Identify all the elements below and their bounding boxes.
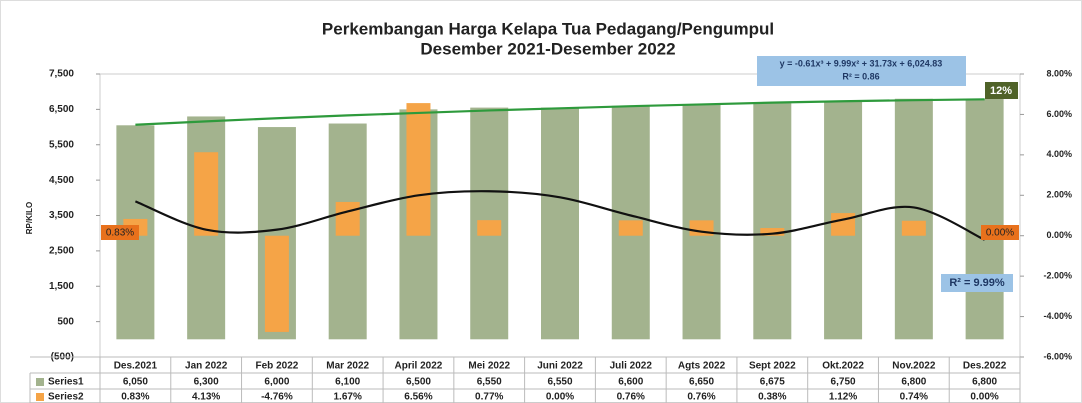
table-cell: -4.76%	[261, 392, 293, 403]
y-tick-label: 4,500	[49, 175, 74, 186]
bar	[901, 220, 926, 236]
bar	[618, 220, 643, 236]
table-cell: 0.38%	[758, 392, 786, 403]
bar	[753, 103, 792, 340]
y2-tick-label: -2.00%	[1043, 271, 1072, 281]
chart-title: Perkembangan Harga Kelapa Tua Pedagang/P…	[322, 19, 774, 38]
x-tick-label: Juli 2022	[610, 361, 653, 372]
x-tick-label: Juni 2022	[537, 361, 583, 372]
bar	[335, 201, 360, 236]
y2-tick-label: -4.00%	[1043, 311, 1072, 321]
x-tick-label: Feb 2022	[256, 361, 299, 372]
x-tick-label: Mei 2022	[468, 361, 510, 372]
badge-box	[985, 82, 1018, 99]
table-cell: 4.13%	[192, 392, 220, 403]
x-tick-label: Nov.2022	[892, 361, 936, 372]
badge: 12%	[990, 85, 1012, 97]
x-tick-label: Des.2022	[963, 361, 1007, 372]
bar	[406, 103, 431, 236]
r2-label: R² = 9.99%	[949, 277, 1005, 289]
data-label: 0.00%	[986, 228, 1014, 239]
r2-box	[941, 274, 1013, 292]
y2-tick-label: 6.00%	[1046, 109, 1072, 119]
table-cell: 6,500	[406, 377, 431, 388]
y-axis-label: RP/KILO	[25, 202, 34, 234]
table-cell: 1.67%	[334, 392, 362, 403]
y2-tick-label: 0.00%	[1046, 230, 1072, 240]
y-tick-label: 7,500	[49, 69, 74, 80]
x-tick-label: Agts 2022	[678, 361, 726, 372]
y2-tick-label: 2.00%	[1046, 190, 1072, 200]
table-cell: 6,650	[689, 377, 714, 388]
legend-swatch	[36, 378, 44, 386]
bar	[477, 220, 502, 236]
y-tick-label: 500	[57, 316, 74, 327]
bar	[965, 98, 1004, 340]
bar	[831, 213, 856, 236]
x-tick-label: Mar 2022	[326, 361, 369, 372]
table-cell: 6,600	[618, 377, 643, 388]
legend-label: Series2	[48, 392, 84, 403]
table-cell: 0.76%	[617, 392, 645, 403]
x-tick-label: Sept 2022	[749, 361, 796, 372]
table-cell: 0.77%	[475, 392, 503, 403]
table-cell: 6,300	[194, 377, 219, 388]
chart-subtitle: Desember 2021-Desember 2022	[420, 39, 675, 58]
y2-tick-label: 8.00%	[1046, 68, 1072, 78]
table-cell: 1.12%	[829, 392, 857, 403]
y-tick-label: 2,500	[49, 246, 74, 257]
table-cell: 6,550	[477, 377, 502, 388]
y2-tick-label: -6.00%	[1043, 351, 1072, 361]
trend-line	[135, 98, 985, 126]
table-cell: 6,550	[547, 377, 572, 388]
table-cell: 0.00%	[546, 392, 574, 403]
bar	[264, 235, 289, 332]
bar	[760, 228, 785, 236]
data-label-box	[101, 225, 139, 240]
legend-label: Series1	[48, 377, 84, 388]
bar	[894, 98, 933, 340]
equation-box	[757, 56, 966, 86]
legend-swatch	[36, 393, 44, 401]
y-tick-label: 5,500	[49, 139, 74, 150]
y-tick-label: 1,500	[49, 281, 74, 292]
table-cell: 6,800	[972, 377, 997, 388]
table-cell: 6,750	[831, 377, 856, 388]
table-cell: 6.56%	[404, 392, 432, 403]
y-tick-label: 3,500	[49, 210, 74, 221]
table-cell: 6,675	[760, 377, 785, 388]
x-tick-label: Des.2021	[114, 361, 158, 372]
table-cell: 6,000	[264, 377, 289, 388]
data-label-box	[981, 225, 1019, 240]
equation: y = -0.61x³ + 9.99x² + 31.73x + 6,024.83	[780, 58, 943, 68]
x-tick-label: Jan 2022	[185, 361, 228, 372]
y-tick-label: 6,500	[49, 104, 74, 115]
table-cell: 0.76%	[687, 392, 715, 403]
x-tick-label: Okt.2022	[822, 361, 864, 372]
data-label: 0.83%	[106, 228, 134, 239]
y2-tick-label: 4.00%	[1046, 149, 1072, 159]
bar	[541, 107, 579, 340]
table-cell: 6,800	[901, 377, 926, 388]
table-cell: 0.00%	[970, 392, 998, 403]
trend-line	[134, 190, 986, 241]
x-tick-label: April 2022	[395, 361, 443, 372]
table-cell: 6,100	[335, 377, 360, 388]
table-cell: 0.83%	[121, 392, 149, 403]
equation-r2: R² = 0.86	[842, 71, 879, 81]
table-cell: 0.74%	[900, 392, 928, 403]
bar	[194, 152, 219, 236]
table-cell: 6,050	[123, 377, 148, 388]
